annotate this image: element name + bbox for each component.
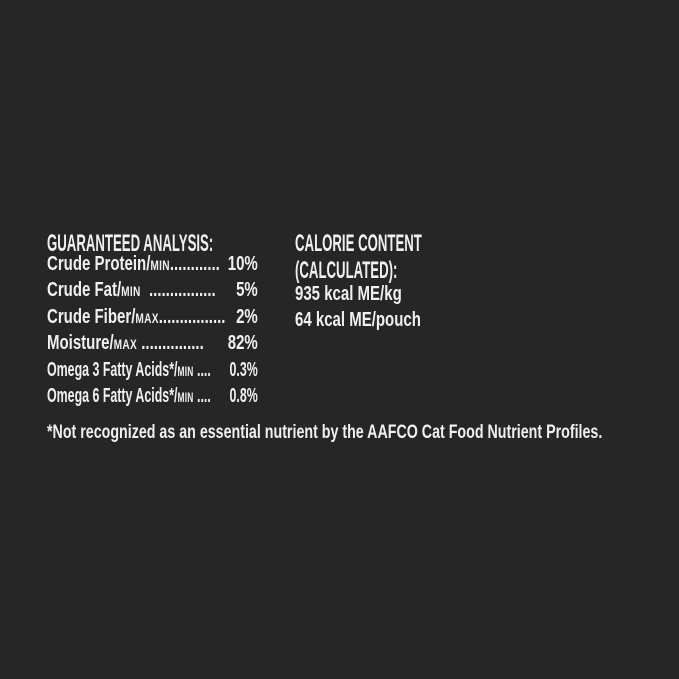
calorie-content-heading-line2: (CALCULATED): (295, 256, 398, 284)
nutrient-row-crude-fat: Crude Fat / MIN ................ 5% (47, 279, 258, 305)
nutrient-qualifier: MIN (177, 389, 194, 405)
nutrient-row-moisture: Moisture / MAX ............... 82% (47, 332, 258, 358)
guaranteed-analysis-table: Crude Protein / MIN ............ 10% Crude… (47, 253, 328, 411)
nutrient-qualifier: MIN (177, 363, 194, 379)
nutrient-name: Moisture (47, 332, 110, 355)
leader-dots: ................ (140, 279, 216, 302)
nutrient-name: Omega 3 Fatty Acids* (47, 358, 175, 381)
calorie-value-per-pouch: 64 kcal ME/pouch (295, 309, 421, 332)
nutrient-value: 82% (223, 332, 258, 355)
nutrient-qualifier: MAX (135, 310, 159, 326)
nutrient-slash: / (117, 279, 122, 302)
nutrient-row-crude-fiber: Crude Fiber / MAX ................ 2% (47, 306, 258, 332)
nutrient-name: Crude Protein (47, 253, 147, 275)
nutrient-row-crude-protein: Crude Protein / MIN ............ 10% (47, 253, 258, 279)
nutrient-qualifier: MIN (150, 258, 170, 273)
nutrient-value: 2% (231, 305, 258, 328)
leader-dots: ................ (158, 305, 226, 328)
nutrient-slash: / (174, 384, 178, 407)
aafco-footnote: *Not recognized as an essential nutrient… (47, 422, 603, 443)
nutrient-slash: / (174, 358, 178, 381)
calorie-content-values: 935 kcal ME/kg 64 kcal ME/pouch (295, 281, 463, 334)
nutrient-qualifier: MIN (121, 284, 141, 300)
nutrient-qualifier: MAX (113, 337, 138, 353)
nutrient-slash: / (109, 332, 114, 355)
nutrient-row-omega-6: Omega 6 Fatty Acids* / MIN .... 0.8% (47, 385, 258, 411)
nutrient-row-omega-3: Omega 3 Fatty Acids* / MIN .... 0.3% (47, 359, 258, 385)
leader-dots: .... (193, 358, 215, 381)
calorie-value-per-kg: 935 kcal ME/kg (295, 283, 402, 305)
leader-dots: ............ (169, 253, 220, 275)
nutrient-slash: / (131, 305, 136, 328)
guaranteed-analysis-heading: GUARANTEED ANALYSIS: (47, 230, 214, 257)
nutrient-name: Omega 6 Fatty Acids* (47, 384, 175, 407)
nutrient-value: 5% (231, 279, 258, 302)
nutrient-name: Crude Fat (47, 279, 118, 302)
leader-dots: ............... (137, 332, 204, 355)
nutrient-value: 10% (227, 253, 258, 275)
leader-dots: .... (193, 384, 215, 407)
nutrient-slash: / (146, 253, 151, 275)
nutrient-value: 0.3% (229, 358, 258, 381)
calorie-content-heading-line1: CALORIE CONTENT (295, 230, 422, 257)
calorie-content-heading: CALORIE CONTENT (CALCULATED): (295, 230, 526, 284)
nutrient-name: Crude Fiber (47, 305, 132, 328)
nutrient-value: 0.8% (229, 384, 258, 407)
